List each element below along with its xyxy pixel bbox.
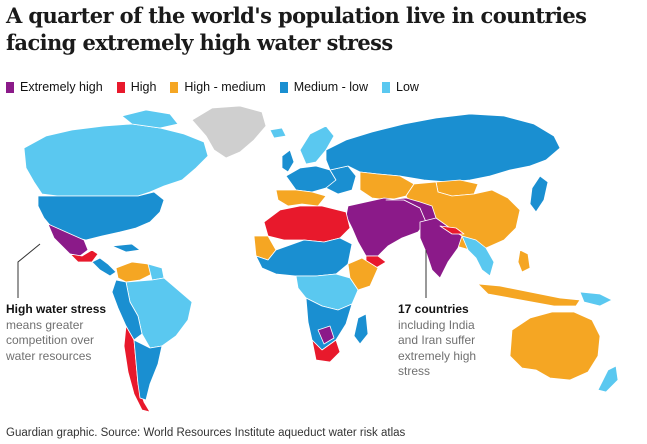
legend-item-medium-low: Medium - low: [279, 80, 369, 94]
region-new-zealand: [597, 365, 619, 393]
region-uk: [281, 149, 295, 173]
annotation-high-water-stress: High water stress means greater competit…: [6, 302, 118, 364]
region-nepal: [439, 225, 465, 235]
region-southern-europe: [275, 189, 327, 207]
legend-label-medium-low: Medium - low: [293, 80, 369, 94]
region-mexico-south: [69, 249, 99, 263]
annotation-left-heading: High water stress: [6, 302, 107, 316]
region-sahel: [255, 237, 353, 277]
legend-swatch-low: [382, 81, 391, 93]
region-greenland: [191, 105, 267, 159]
region-southern-africa: [305, 297, 353, 351]
annotation-right-heading: 17 countries: [398, 302, 469, 316]
legend-label-extremely-high: Extremely high: [20, 80, 103, 94]
legend-swatch-extremely-high: [6, 81, 14, 93]
region-north-south-america: [115, 261, 153, 283]
region-central-africa: [295, 273, 359, 311]
region-peru-bolivia: [111, 279, 143, 341]
annotation-left-body: means greater competition over water res…: [6, 317, 95, 363]
annotation-line-left: [17, 243, 41, 298]
legend-item-extremely-high: Extremely high: [6, 80, 103, 94]
region-middle-east: [345, 197, 427, 257]
region-iceland: [269, 127, 287, 139]
legend-item-low: Low: [382, 80, 419, 94]
region-philippines: [517, 249, 531, 273]
legend-label-high-medium: High - medium: [184, 80, 266, 94]
region-se-asia: [461, 235, 495, 277]
region-central-america: [91, 257, 117, 277]
region-madagascar: [353, 313, 369, 345]
region-arctic-islands: [121, 109, 179, 129]
chart-title: A quarter of the world's population live…: [6, 3, 587, 55]
region-papua: [579, 291, 613, 307]
region-indonesia: [477, 283, 581, 307]
legend-swatch-medium-low: [279, 81, 288, 93]
region-russia: [325, 113, 561, 183]
source-footer: Guardian graphic. Source: World Resource…: [6, 427, 406, 439]
legend-label-low: Low: [396, 80, 419, 94]
region-north-africa: [263, 205, 351, 243]
region-argentina: [133, 339, 163, 401]
legend-item-high: High: [116, 80, 157, 94]
region-australia: [509, 311, 601, 381]
region-japan: [529, 175, 549, 213]
region-botswana: [317, 325, 335, 345]
region-south-africa: [311, 339, 341, 363]
legend: Extremely high High High - medium Medium…: [6, 78, 433, 96]
annotation-right-body: including India and Iran suffer extremel…: [398, 317, 477, 379]
region-scandinavia: [299, 125, 335, 165]
legend-swatch-high-medium: [170, 81, 179, 93]
region-canada: [23, 123, 209, 197]
legend-item-high-medium: High - medium: [170, 80, 266, 94]
region-eastern-europe: [325, 165, 357, 195]
annotation-17-countries: 17 countries including India and Iran su…: [398, 302, 498, 380]
region-guianas: [147, 263, 165, 281]
region-caribbean: [111, 243, 141, 253]
legend-label-high: High: [130, 80, 157, 94]
legend-swatch-high: [116, 81, 125, 93]
world-map: [17, 105, 619, 413]
